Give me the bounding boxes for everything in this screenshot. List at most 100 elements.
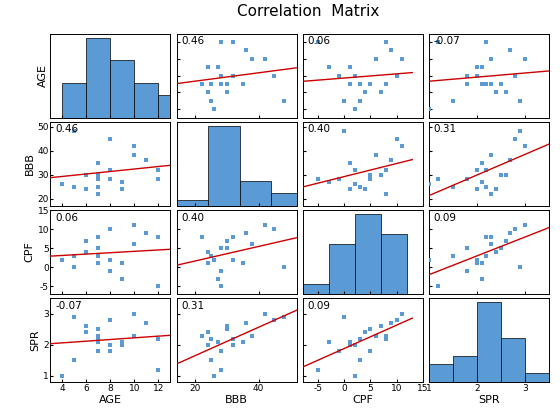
Point bbox=[94, 252, 103, 259]
Point bbox=[392, 317, 401, 323]
Point bbox=[487, 152, 496, 159]
Y-axis label: SPR: SPR bbox=[30, 329, 40, 351]
Bar bbox=[302, 284, 329, 294]
Point bbox=[70, 128, 79, 135]
Point bbox=[477, 276, 486, 282]
Bar bbox=[240, 181, 271, 206]
Point bbox=[376, 323, 385, 330]
Point bbox=[472, 256, 481, 263]
Point bbox=[366, 81, 375, 87]
Point bbox=[229, 72, 238, 79]
Point bbox=[270, 226, 279, 232]
Point bbox=[371, 55, 380, 62]
Bar bbox=[271, 194, 303, 206]
X-axis label: BBB: BBB bbox=[225, 395, 248, 405]
Point bbox=[314, 366, 323, 373]
Point bbox=[361, 186, 370, 192]
Point bbox=[516, 97, 525, 104]
Point bbox=[207, 335, 216, 342]
Point bbox=[94, 335, 103, 342]
Point bbox=[387, 320, 396, 326]
Text: 0.46: 0.46 bbox=[55, 124, 78, 134]
Point bbox=[229, 341, 238, 348]
Point bbox=[382, 335, 391, 342]
Point bbox=[434, 283, 443, 290]
Point bbox=[82, 171, 91, 178]
Point bbox=[130, 152, 139, 159]
Point bbox=[424, 106, 433, 113]
Point bbox=[94, 339, 103, 345]
Point bbox=[210, 256, 219, 263]
Point bbox=[210, 373, 219, 379]
Point bbox=[335, 176, 344, 183]
Point bbox=[463, 81, 472, 87]
Point bbox=[279, 313, 288, 320]
Point bbox=[94, 326, 103, 333]
Point bbox=[324, 64, 333, 71]
Point bbox=[345, 186, 354, 192]
Point bbox=[106, 135, 115, 142]
Text: 0.31: 0.31 bbox=[433, 124, 456, 134]
Point bbox=[70, 183, 79, 190]
Point bbox=[314, 176, 323, 183]
Point bbox=[492, 186, 501, 192]
Point bbox=[482, 81, 491, 87]
Point bbox=[197, 234, 206, 240]
Bar bbox=[134, 83, 158, 118]
Point bbox=[434, 176, 443, 183]
Point bbox=[496, 81, 505, 87]
Point bbox=[82, 329, 91, 336]
Point bbox=[222, 245, 231, 252]
Bar bbox=[501, 338, 525, 382]
Point bbox=[392, 135, 401, 142]
Point bbox=[248, 241, 257, 248]
Point bbox=[216, 268, 225, 274]
Point bbox=[366, 348, 375, 354]
Point bbox=[340, 97, 349, 104]
Point bbox=[94, 183, 103, 190]
Point bbox=[376, 89, 385, 96]
Point bbox=[351, 72, 360, 79]
Point bbox=[142, 230, 151, 236]
Point bbox=[324, 178, 333, 185]
Point bbox=[106, 166, 115, 173]
Point bbox=[118, 276, 127, 282]
Point bbox=[260, 55, 269, 62]
Point bbox=[472, 72, 481, 79]
Point bbox=[487, 241, 496, 248]
Point bbox=[279, 97, 288, 104]
Text: -0.07: -0.07 bbox=[433, 36, 460, 46]
Point bbox=[340, 313, 349, 320]
Point bbox=[463, 176, 472, 183]
Point bbox=[130, 222, 139, 228]
Point bbox=[216, 348, 225, 354]
Point bbox=[248, 55, 257, 62]
Bar bbox=[525, 373, 549, 382]
Point bbox=[382, 190, 391, 197]
Point bbox=[197, 332, 206, 339]
Point bbox=[94, 171, 103, 178]
Point bbox=[482, 183, 491, 190]
Point bbox=[94, 159, 103, 166]
Point bbox=[463, 72, 472, 79]
Point bbox=[482, 234, 491, 240]
Point bbox=[472, 186, 481, 192]
Point bbox=[356, 335, 365, 342]
Point bbox=[477, 81, 486, 87]
Point bbox=[345, 81, 354, 87]
Point bbox=[482, 39, 491, 45]
Text: -0.07: -0.07 bbox=[55, 301, 82, 311]
Point bbox=[130, 310, 139, 317]
Text: 0.09: 0.09 bbox=[307, 301, 330, 311]
Point bbox=[130, 142, 139, 149]
Point bbox=[142, 320, 151, 326]
Point bbox=[207, 97, 216, 104]
Point bbox=[482, 252, 491, 259]
Point bbox=[216, 366, 225, 373]
Point bbox=[213, 339, 222, 345]
Point bbox=[154, 166, 163, 173]
Point bbox=[239, 260, 248, 267]
Point bbox=[472, 260, 481, 267]
Bar bbox=[86, 38, 110, 118]
Point bbox=[516, 128, 525, 135]
